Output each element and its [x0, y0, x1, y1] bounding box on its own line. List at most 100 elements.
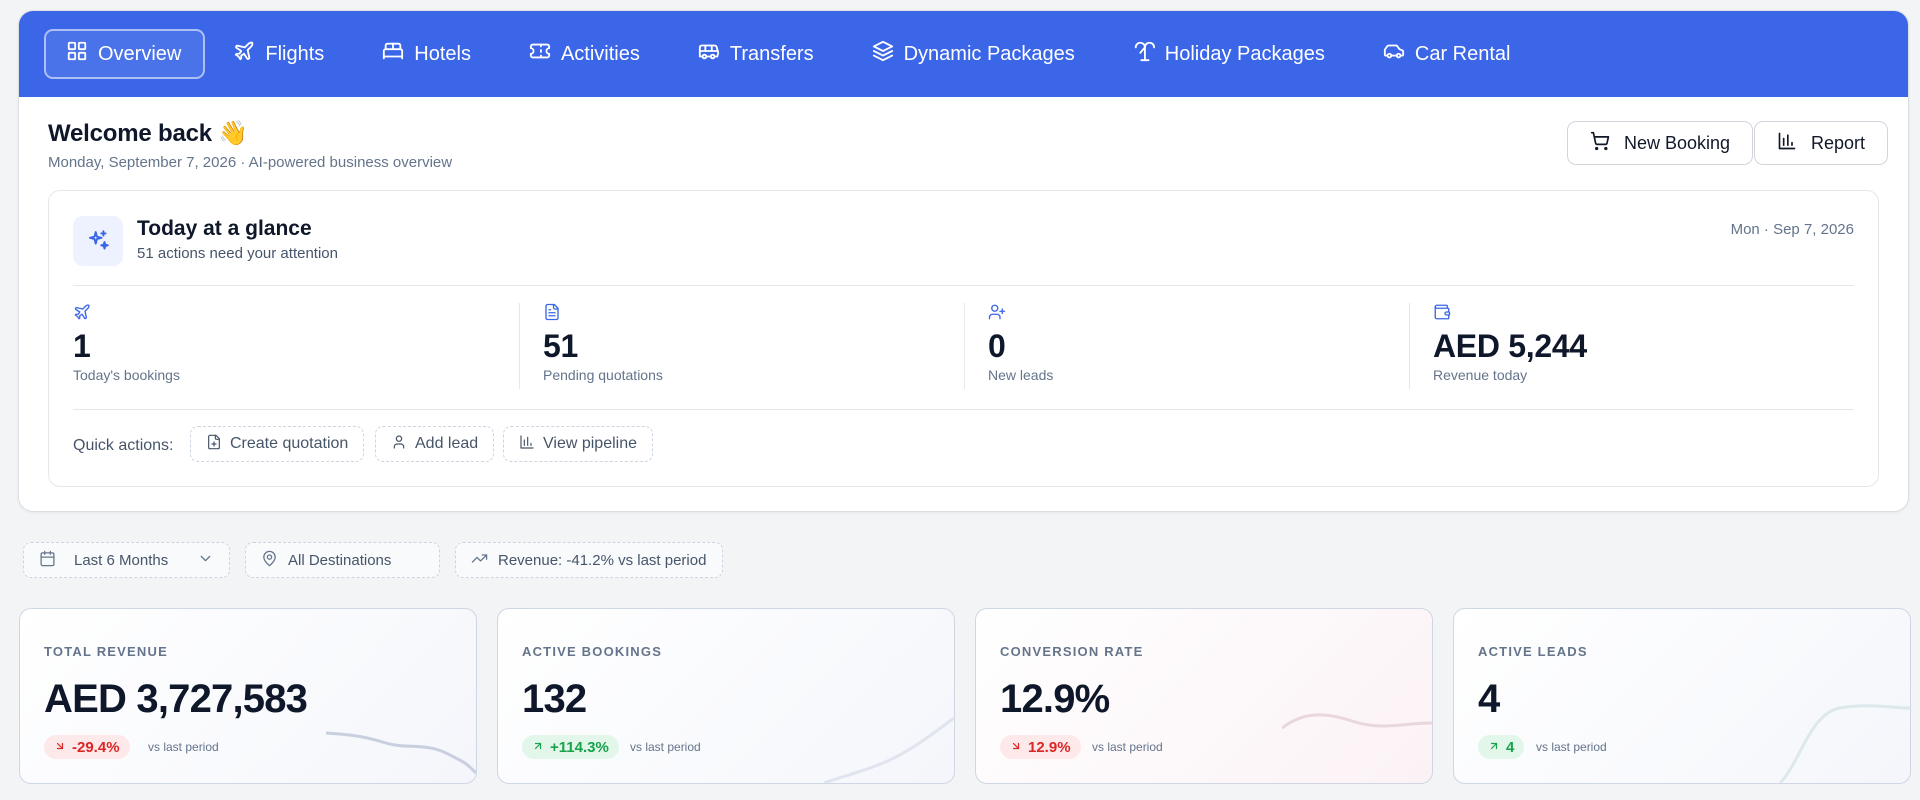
destination-select[interactable]: All Destinations — [245, 542, 440, 578]
plane-icon — [233, 40, 255, 68]
kpi-label: CONVERSION RATE — [1000, 644, 1144, 659]
tab-hotels[interactable]: Hotels — [360, 29, 501, 79]
glance-title: Today at a glance — [137, 217, 312, 240]
tab-label: Holiday Packages — [1164, 42, 1325, 65]
report-label: Report — [1811, 132, 1866, 153]
divider — [1409, 303, 1410, 389]
revenue-trend-badge: Revenue: -41.2% vs last period — [455, 542, 723, 578]
kpi-active-bookings: ACTIVE BOOKINGS 132 +114.3% vs last peri… — [497, 608, 955, 784]
kpi-vs-label: vs last period — [1536, 740, 1607, 754]
create-quotation-button[interactable]: Create quotation — [190, 426, 365, 462]
trending-up-icon — [471, 550, 488, 571]
file-plus-icon — [206, 434, 222, 455]
bar-chart-icon — [1777, 131, 1797, 156]
kpi-label: ACTIVE BOOKINGS — [522, 644, 663, 659]
kpi-conversion-rate: CONVERSION RATE 12.9% 12.9% vs last peri… — [975, 608, 1433, 784]
stat-pending-quotations: 51 Pending quotations — [543, 303, 963, 393]
kpi-vs-label: vs last period — [148, 740, 219, 754]
kpi-change: 12.9% — [1028, 738, 1071, 756]
tab-activities[interactable]: Activities — [507, 29, 670, 79]
kpi-change-badge: 4 — [1478, 735, 1525, 759]
view-pipeline-button[interactable]: View pipeline — [503, 426, 653, 462]
user-icon — [391, 434, 407, 455]
calendar-icon — [39, 550, 56, 571]
stat-value: 51 — [543, 328, 578, 364]
report-button[interactable]: Report — [1754, 121, 1889, 165]
tab-dynamic-packages[interactable]: Dynamic Packages — [850, 29, 1105, 79]
divider — [519, 303, 520, 389]
grid-icon — [66, 40, 88, 68]
period-select[interactable]: Last 6 Months — [23, 542, 230, 578]
button-label: Add lead — [415, 435, 479, 452]
button-label: View pipeline — [543, 435, 637, 452]
page-subtitle: Monday, September 7, 2026 · AI-powered b… — [48, 154, 453, 171]
kpi-value: 132 — [522, 677, 587, 721]
kpi-value: AED 3,727,583 — [44, 677, 308, 721]
glance-date: Mon · Sep 7, 2026 — [1730, 221, 1854, 238]
layers-icon — [872, 40, 894, 68]
kpi-change: 4 — [1506, 738, 1515, 756]
bed-icon — [382, 40, 404, 68]
kpi-label: TOTAL REVENUE — [44, 644, 168, 659]
tab-overview[interactable]: Overview — [44, 29, 206, 79]
palm-tree-icon — [1133, 40, 1155, 68]
chevron-down-icon — [197, 550, 214, 571]
plane-icon — [73, 303, 493, 326]
tab-label: Overview — [98, 42, 182, 65]
kpi-active-leads: ACTIVE LEADS 4 4 vs last period — [1453, 608, 1911, 784]
stat-value: 0 — [988, 328, 1006, 364]
arrow-down-right-icon — [1010, 739, 1022, 756]
welcome-block: Welcome back 👋 Monday, September 7, 2026… — [48, 119, 452, 171]
bar-chart-icon — [519, 434, 535, 455]
divider — [964, 303, 965, 389]
kpi-change-badge: 12.9% — [1000, 735, 1081, 759]
sparkles-icon — [73, 216, 123, 266]
period-value: Last 6 Months — [74, 551, 169, 569]
tab-label: Flights — [265, 42, 325, 65]
arrow-up-right-icon — [1488, 739, 1500, 756]
sparkline — [326, 731, 476, 775]
car-icon — [1383, 40, 1405, 68]
kpi-change-badge: +114.3% — [522, 735, 619, 759]
destination-value: All Destinations — [288, 551, 392, 569]
kpi-value: 4 — [1478, 677, 1500, 721]
stat-new-leads: 0 New leads — [988, 303, 1408, 393]
new-booking-button[interactable]: New Booking — [1567, 121, 1754, 165]
button-label: Create quotation — [230, 435, 349, 452]
ticket-icon — [529, 40, 551, 68]
arrow-up-right-icon — [532, 739, 544, 756]
kpi-change-badge: -29.4% — [44, 735, 130, 759]
sparkline — [1282, 713, 1432, 730]
kpi-value: 12.9% — [1000, 677, 1110, 721]
new-booking-label: New Booking — [1624, 132, 1731, 153]
page-title: Welcome back 👋 — [48, 120, 249, 147]
dashboard-card: Overview Flights Hotels Activities Trans… — [19, 11, 1908, 511]
add-lead-button[interactable]: Add lead — [375, 426, 495, 462]
stat-label: New leads — [988, 367, 1054, 383]
sparkline — [823, 716, 954, 783]
kpi-label: ACTIVE LEADS — [1478, 644, 1588, 659]
tab-flights[interactable]: Flights — [211, 29, 354, 79]
sparkline — [1778, 704, 1910, 783]
divider — [73, 285, 1854, 286]
quick-actions-label: Quick actions: — [73, 437, 174, 454]
tab-holiday-packages[interactable]: Holiday Packages — [1111, 29, 1355, 79]
stat-label: Pending quotations — [543, 367, 663, 383]
stat-label: Today's bookings — [73, 367, 180, 383]
today-glance-panel: Today at a glance 51 actions need your a… — [48, 190, 1879, 487]
tab-car-rental[interactable]: Car Rental — [1361, 29, 1541, 79]
tab-label: Car Rental — [1414, 42, 1511, 65]
stat-label: Revenue today — [1433, 367, 1528, 383]
stat-value: 1 — [73, 328, 91, 364]
tab-label: Dynamic Packages — [903, 42, 1075, 65]
cart-icon — [1590, 131, 1610, 156]
stat-value: AED 5,244 — [1433, 328, 1587, 364]
arrow-down-right-icon — [54, 739, 66, 756]
tab-transfers[interactable]: Transfers — [676, 29, 844, 79]
stat-revenue-today: AED 5,244 Revenue today — [1433, 303, 1853, 393]
top-nav: Overview Flights Hotels Activities Trans… — [19, 11, 1908, 97]
kpi-vs-label: vs last period — [630, 740, 701, 754]
tab-label: Activities — [560, 42, 640, 65]
stat-todays-bookings: 1 Today's bookings — [73, 303, 493, 393]
glance-subtitle: 51 actions need your attention — [137, 245, 338, 262]
